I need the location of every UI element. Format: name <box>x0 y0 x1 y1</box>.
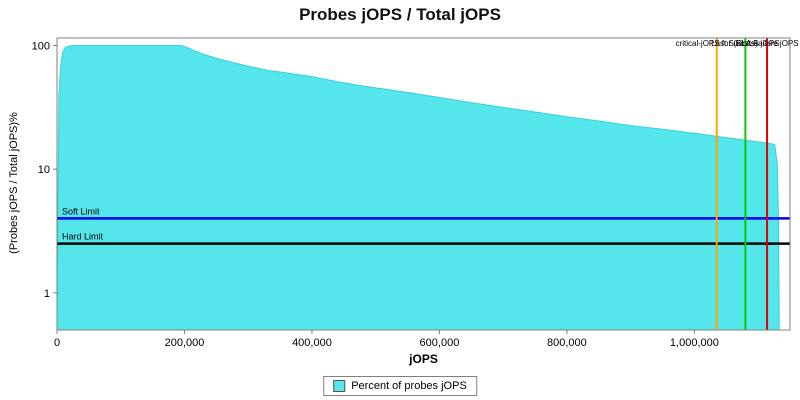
x-tick-label: 200,000 <box>165 337 205 349</box>
x-tick-label: 400,000 <box>292 337 332 349</box>
legend-label: Percent of probes jOPS <box>351 380 467 392</box>
chart-title: Probes jOPS / Total jOPS <box>299 5 501 24</box>
legend-swatch-icon <box>333 380 346 392</box>
x-tick-label: 600,000 <box>420 337 460 349</box>
last-success-jops-label: Last Success jOPS <box>711 39 779 48</box>
x-tick-label: 0 <box>54 337 60 349</box>
x-tick-label: 1,000,000 <box>670 337 719 349</box>
percent-of-probes-jops-area <box>56 45 780 331</box>
y-axis-label: (Probes jOPS / Total jOPS)% <box>8 112 20 254</box>
y-tick-label: 1 <box>44 288 50 300</box>
x-tick-label: 800,000 <box>547 337 587 349</box>
y-tick-label: 10 <box>38 164 50 176</box>
critical-jops-for-slas-label: critical-jOPS for (SLAs) <box>676 39 759 48</box>
soft-limit-label: Soft Limit <box>62 206 100 216</box>
first-failure-jops-label: First Failure jOPS <box>735 39 798 48</box>
y-tick-label: 100 <box>32 41 50 53</box>
x-axis-label: jOPS <box>409 352 438 366</box>
legend: Percent of probes jOPS <box>323 376 477 396</box>
plot-frame <box>56 37 791 331</box>
hard-limit-label: Hard Limit <box>62 232 104 242</box>
